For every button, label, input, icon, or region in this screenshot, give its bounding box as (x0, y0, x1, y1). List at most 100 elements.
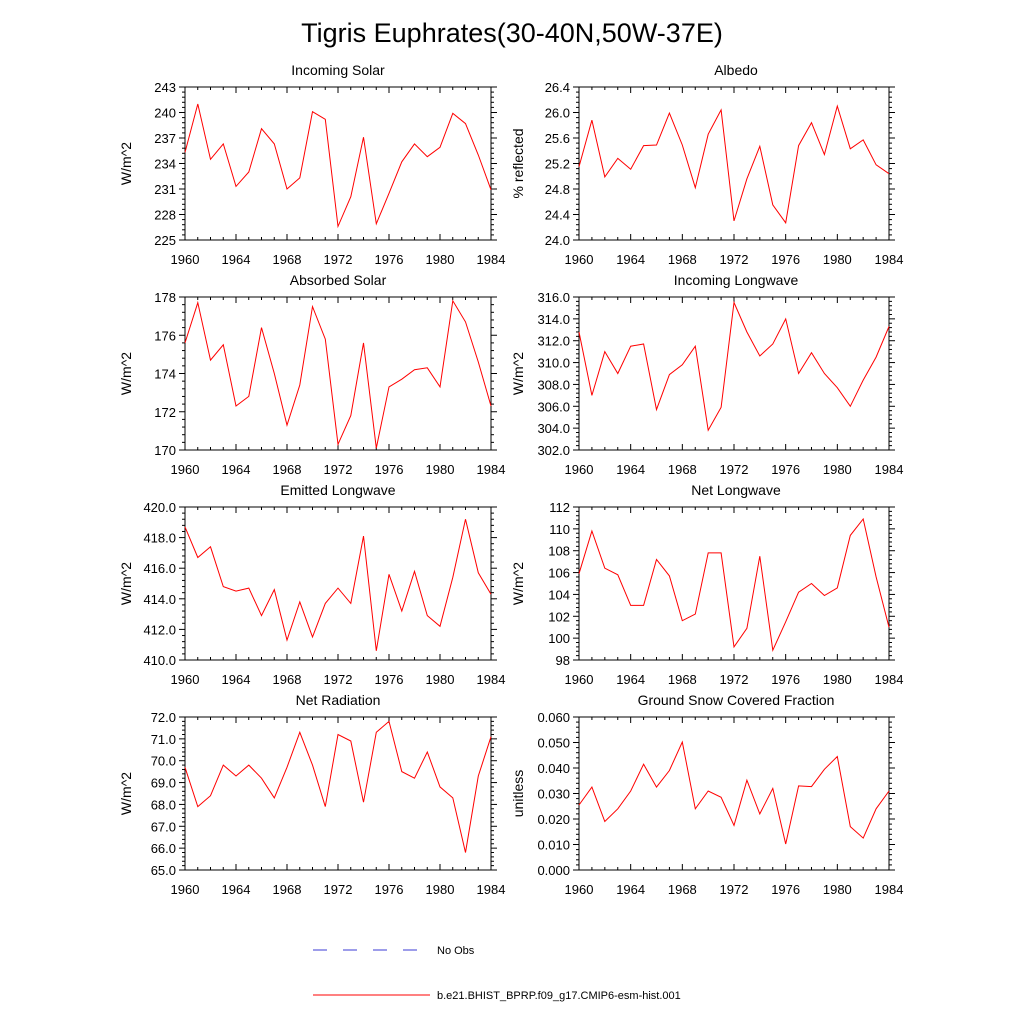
panel-4-xtick-label: 1976 (771, 462, 800, 477)
panel-6-ytick-label: 98 (556, 653, 570, 668)
panel-8-series-line (578, 740, 890, 845)
panel-7-ylabel: W/m^2 (118, 772, 134, 815)
panel-4-series-line (578, 300, 890, 432)
panel-4-ytick-label: 316.0 (537, 290, 570, 305)
panel-6-xtick-label: 1960 (565, 672, 594, 687)
panel-3-series-line (184, 299, 492, 449)
panel-4-ytick-label: 306.0 (537, 399, 570, 414)
panel-1-ytick-label: 237 (154, 131, 176, 146)
panel-2-xtick-label: 1980 (823, 252, 852, 267)
panel-6-ytick-label: 106 (548, 566, 570, 581)
panel-1-ytick-label: 243 (154, 80, 176, 95)
panel-5-ytick-label: 412.0 (143, 622, 176, 637)
panel-5-xtick-label: 1964 (222, 672, 251, 687)
panel-2-ytick-label: 24.8 (545, 182, 570, 197)
panel-1-ytick-label: 240 (154, 106, 176, 121)
panel-5-xtick-label: 1980 (426, 672, 455, 687)
panel-4-ylabel: W/m^2 (510, 352, 526, 395)
panel-8-ytick-label: 0.050 (537, 736, 570, 751)
panel-7-series-line (184, 720, 492, 853)
panel-6: Net Longwave W/m^2 1960 1964 1968 1972 1976 198… (510, 482, 903, 687)
panel-8-ytick-label: 0.010 (537, 838, 570, 853)
panel-1-frame (184, 86, 492, 241)
panel-4-xtick-label: 1984 (875, 462, 904, 477)
panel-6-ytick-label: 100 (548, 631, 570, 646)
panel-7-xtick-label: 1964 (222, 882, 251, 897)
panel-5-ytick-label: 418.0 (143, 531, 176, 546)
panel-8-xtick-label: 1972 (720, 882, 749, 897)
panel-7-xtick-label: 1972 (324, 882, 353, 897)
panel-3: Absorbed Solar W/m^2 1960 1964 1968 1972 1976 1… (118, 272, 505, 477)
panel-8-ytick-label: 0.060 (537, 710, 570, 725)
panel-5-ytick-label: 414.0 (143, 592, 176, 607)
panel-8-ytick-label: 0.030 (537, 787, 570, 802)
panel-2-xtick-label: 1968 (668, 252, 697, 267)
panel-8-frame (578, 716, 890, 871)
legend-obs-label: No Obs (437, 945, 475, 957)
panel-6-xtick-label: 1964 (616, 672, 645, 687)
panel-5-xtick-label: 1976 (375, 672, 404, 687)
panel-1-xtick-label: 1972 (324, 252, 353, 267)
panel-2-xtick-label: 1984 (875, 252, 904, 267)
panel-6-xtick-label: 1980 (823, 672, 852, 687)
panel-6-ytick-label: 110 (549, 522, 570, 537)
panel-1-series-line (184, 103, 492, 229)
panel-7-ytick-label: 69.0 (151, 776, 176, 791)
panel-grid: Incoming Solar W/m^2 1960 1964 1968 1972 1976 1… (118, 62, 903, 897)
panel-2-xtick-label: 1976 (771, 252, 800, 267)
panel-1-ytick-label: 231 (154, 182, 176, 197)
panel-2-series-line (578, 104, 890, 225)
legend-model-label: b.e21.BHIST_BPRP.f09_g17.CMIP6-esm-hist.… (437, 990, 681, 1002)
panel-5-xtick-label: 1984 (477, 672, 506, 687)
panel-1-xtick-label: 1968 (273, 252, 302, 267)
panel-6-frame (578, 506, 890, 661)
panel-3-title: Absorbed Solar (290, 272, 387, 288)
panel-5: Emitted Longwave W/m^2 1960 1964 1968 1972 197… (118, 482, 505, 687)
panel-4-xtick-label: 1968 (668, 462, 697, 477)
panel-2-ytick-label: 24.0 (545, 233, 570, 248)
panel-1-xtick-label: 1964 (222, 252, 251, 267)
panel-4-xtick-label: 1960 (565, 462, 594, 477)
figure-title: Tigris Euphrates(30-40N,50W-37E) (301, 18, 723, 48)
panel-8-xtick-label: 1976 (771, 882, 800, 897)
panel-3-ytick-label: 170 (154, 443, 176, 458)
panel-4-ytick-label: 302.0 (537, 443, 570, 458)
panel-8-ylabel: unitless (510, 770, 526, 817)
panel-6-xtick-label: 1968 (668, 672, 697, 687)
panel-5-xtick-label: 1960 (171, 672, 200, 687)
panel-1-ytick-label: 234 (154, 157, 176, 172)
panel-2-xtick-label: 1972 (720, 252, 749, 267)
panel-7-ytick-label: 72.0 (151, 710, 176, 725)
panel-8-title: Ground Snow Covered Fraction (638, 692, 835, 708)
panel-2-ytick-label: 25.6 (545, 131, 570, 146)
panel-8-xtick-label: 1960 (565, 882, 594, 897)
panel-6-xtick-label: 1976 (771, 672, 800, 687)
panel-8-xtick-label: 1968 (668, 882, 697, 897)
panel-1-title: Incoming Solar (291, 62, 385, 78)
panel-3-xtick-label: 1964 (222, 462, 251, 477)
panel-8-xtick-label: 1980 (823, 882, 852, 897)
panel-7-ytick-label: 66.0 (151, 841, 176, 856)
panel-1: Incoming Solar W/m^2 1960 1964 1968 1972 1976 1… (118, 62, 505, 267)
panel-4: Incoming Longwave W/m^2 1960 1964 1968 1972 19… (510, 272, 903, 477)
panel-5-ytick-label: 410.0 (143, 653, 176, 668)
panel-8-ytick-label: 0.020 (537, 812, 570, 827)
panel-7-ytick-label: 70.0 (151, 754, 176, 769)
panel-3-xtick-label: 1980 (426, 462, 455, 477)
panel-5-ytick-label: 416.0 (143, 561, 176, 576)
panel-3-xtick-label: 1968 (273, 462, 302, 477)
panel-1-xtick-label: 1976 (375, 252, 404, 267)
panel-4-frame (578, 296, 890, 451)
panel-6-xtick-label: 1984 (875, 672, 904, 687)
panel-7-ytick-label: 68.0 (151, 797, 176, 812)
panel-8: Ground Snow Covered Fraction unitless 1960… (510, 692, 903, 897)
panel-1-xtick-label: 1960 (171, 252, 200, 267)
panel-6-xtick-label: 1972 (720, 672, 749, 687)
panel-3-xtick-label: 1976 (375, 462, 404, 477)
panel-6-series-line (578, 517, 890, 652)
panel-7-xtick-label: 1976 (375, 882, 404, 897)
panel-4-xtick-label: 1980 (823, 462, 852, 477)
panel-3-frame (184, 296, 492, 451)
panel-3-xtick-label: 1972 (324, 462, 353, 477)
panel-4-ytick-label: 312.0 (537, 334, 570, 349)
